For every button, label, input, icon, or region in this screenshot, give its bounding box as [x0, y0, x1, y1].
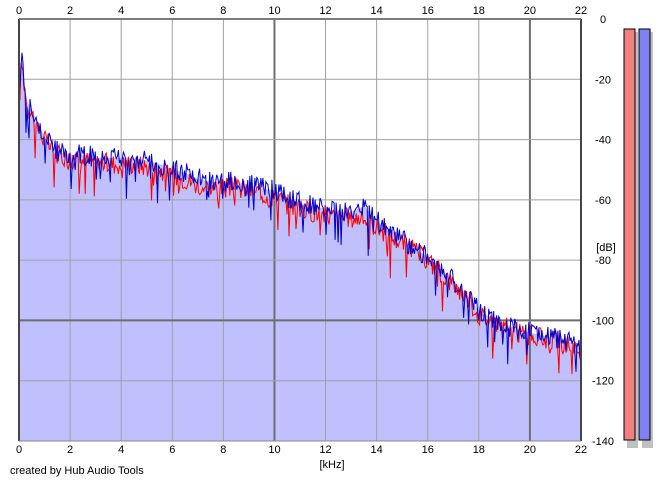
tick-labels: 002244668810101212141416161818202022220-…: [16, 5, 614, 456]
x-tick-label-top: 22: [575, 5, 587, 17]
x-tick-label-top: 14: [371, 5, 383, 17]
series-blue: [18, 52, 582, 372]
x-tick-label-top: 0: [16, 5, 22, 17]
level-meters: [623, 28, 653, 448]
axes: [18, 18, 582, 442]
spectrum-fill: [19, 55, 581, 441]
x-tick-label-top: 12: [319, 5, 331, 17]
x-tick-label-bottom: 16: [422, 444, 434, 456]
x-tick-label-top: 18: [473, 5, 485, 17]
x-tick-label-bottom: 8: [220, 444, 226, 456]
y-tick-label: -80: [595, 255, 611, 267]
y-tick-label: -140: [592, 436, 614, 448]
x-tick-label-bottom: 0: [16, 444, 22, 456]
y-tick-label: 0: [600, 14, 606, 26]
x-tick-label-bottom: 10: [268, 444, 280, 456]
y-tick-label: -20: [595, 74, 611, 86]
y-tick-label: -60: [595, 195, 611, 207]
credit-text: created by Hub Audio Tools: [10, 465, 144, 477]
x-tick-label-bottom: 4: [118, 444, 124, 456]
x-tick-label-top: 16: [422, 5, 434, 17]
x-tick-label-bottom: 12: [319, 444, 331, 456]
meter-right: [638, 28, 651, 441]
x-tick-label-top: 6: [169, 5, 175, 17]
x-tick-label-top: 20: [524, 5, 536, 17]
x-tick-label-bottom: 22: [575, 444, 587, 456]
series-lines: [18, 52, 582, 375]
x-axis-label: [kHz]: [319, 459, 344, 471]
x-tick-label-bottom: 14: [371, 444, 383, 456]
x-tick-label-top: 8: [220, 5, 226, 17]
spectrum-area: [19, 55, 581, 441]
x-tick-label-top: 2: [67, 5, 73, 17]
x-tick-label-bottom: 2: [67, 444, 73, 456]
meter-left: [623, 28, 636, 441]
x-tick-label-top: 4: [118, 5, 124, 17]
y-tick-label: -120: [592, 376, 614, 388]
y-tick-label: -40: [595, 135, 611, 147]
series-red: [18, 62, 582, 375]
x-tick-label-top: 10: [268, 5, 280, 17]
x-tick-label-bottom: 18: [473, 444, 485, 456]
x-tick-label-bottom: 20: [524, 444, 536, 456]
y-tick-label: -100: [592, 315, 614, 327]
y-axis-label: [dB]: [596, 242, 616, 254]
x-tick-label-bottom: 6: [169, 444, 175, 456]
